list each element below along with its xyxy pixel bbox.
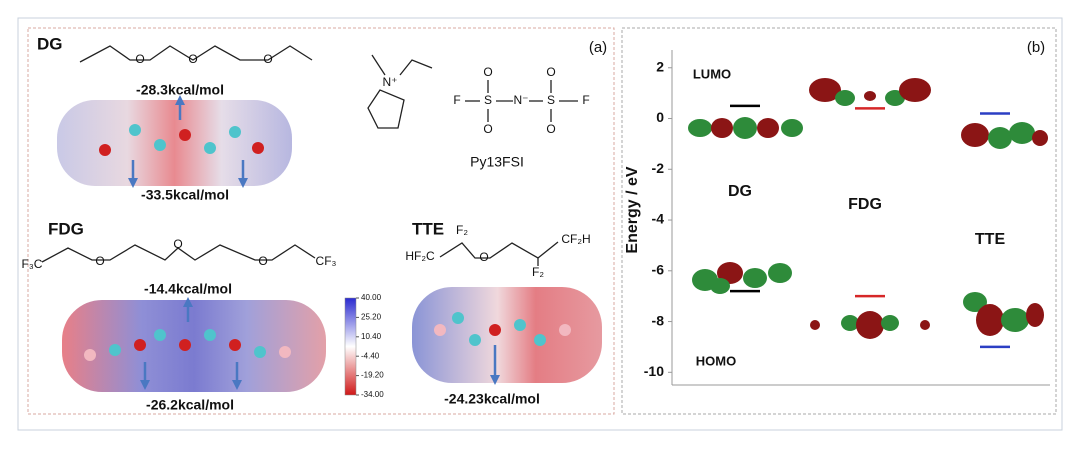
esp-value: -24.23kcal/mol bbox=[444, 391, 540, 407]
structure bbox=[41, 244, 316, 263]
structure bbox=[439, 241, 559, 259]
salt-structure bbox=[367, 54, 578, 129]
y-tick-label: -10 bbox=[644, 363, 664, 379]
colorbar bbox=[344, 297, 357, 396]
y-tick-label: -2 bbox=[652, 160, 665, 176]
frame bbox=[17, 17, 1063, 431]
panel-b-box bbox=[621, 27, 1057, 415]
y-tick-label: 0 bbox=[656, 109, 664, 125]
y-tick-label: 2 bbox=[656, 58, 664, 74]
orbitals bbox=[688, 78, 1048, 339]
esp-value: -28.3kcal/mol bbox=[136, 82, 224, 98]
atom: O bbox=[258, 254, 267, 268]
series-name: DG bbox=[728, 183, 752, 200]
colorbar-label: 40.00 bbox=[361, 293, 382, 302]
series-name: FDG bbox=[848, 196, 882, 213]
esp-value: -14.4kcal/mol bbox=[144, 281, 232, 297]
atom: S bbox=[547, 93, 555, 107]
level-label: LUMO bbox=[693, 66, 731, 81]
atom: O bbox=[188, 52, 197, 66]
colorbar-label: -4.40 bbox=[361, 351, 380, 360]
esp-surface bbox=[57, 100, 292, 186]
atom: O bbox=[546, 65, 555, 79]
atom: O bbox=[135, 52, 144, 66]
atoms-balls bbox=[99, 124, 264, 156]
y-axis-title: Energy / eV bbox=[624, 166, 641, 253]
series-name: TTE bbox=[975, 231, 1006, 248]
atoms-balls bbox=[434, 312, 571, 346]
esp-value: -33.5kcal/mol bbox=[141, 187, 229, 203]
structure bbox=[79, 45, 313, 63]
panel-a-box bbox=[27, 27, 615, 415]
y-tick-label: -8 bbox=[652, 312, 665, 328]
colorbar-label: 10.40 bbox=[361, 332, 382, 341]
atom: N⁻ bbox=[514, 93, 529, 107]
atom: O bbox=[546, 122, 555, 136]
atom: O bbox=[263, 52, 272, 66]
colorbar-label: 25.20 bbox=[361, 313, 382, 322]
atom: F₃C bbox=[22, 257, 43, 271]
atom: O bbox=[95, 254, 104, 268]
molecule-name: FDG bbox=[48, 219, 84, 238]
atom: O bbox=[479, 250, 488, 264]
molecule-name: TTE bbox=[412, 219, 444, 238]
atom: O bbox=[483, 122, 492, 136]
salt-name: Py13FSI bbox=[470, 154, 524, 170]
esp-surface bbox=[412, 287, 602, 383]
y-tick-label: -6 bbox=[652, 261, 665, 277]
atom: N⁺ bbox=[383, 75, 398, 89]
colorbar-label: -19.20 bbox=[361, 371, 384, 380]
atom: F₂ bbox=[532, 265, 544, 279]
colorbar-label: -34.00 bbox=[361, 390, 384, 399]
atom: CF₃ bbox=[316, 254, 337, 268]
panel-label: (a) bbox=[589, 39, 607, 56]
atom: HF₂C bbox=[405, 249, 435, 263]
atom: F₂ bbox=[456, 223, 468, 237]
atom: S bbox=[484, 93, 492, 107]
y-tick-label: -4 bbox=[652, 211, 665, 227]
atom: F bbox=[453, 93, 460, 107]
esp-surface bbox=[62, 300, 326, 392]
atom: O bbox=[173, 237, 182, 251]
atom: F bbox=[582, 93, 589, 107]
molecule-name: DG bbox=[37, 34, 63, 53]
level-label: HOMO bbox=[696, 353, 736, 368]
atom: CF₂H bbox=[561, 232, 590, 246]
esp-value: -26.2kcal/mol bbox=[146, 397, 234, 413]
atom: O bbox=[483, 65, 492, 79]
panel-label: (b) bbox=[1027, 39, 1045, 56]
atoms-balls bbox=[84, 329, 291, 361]
